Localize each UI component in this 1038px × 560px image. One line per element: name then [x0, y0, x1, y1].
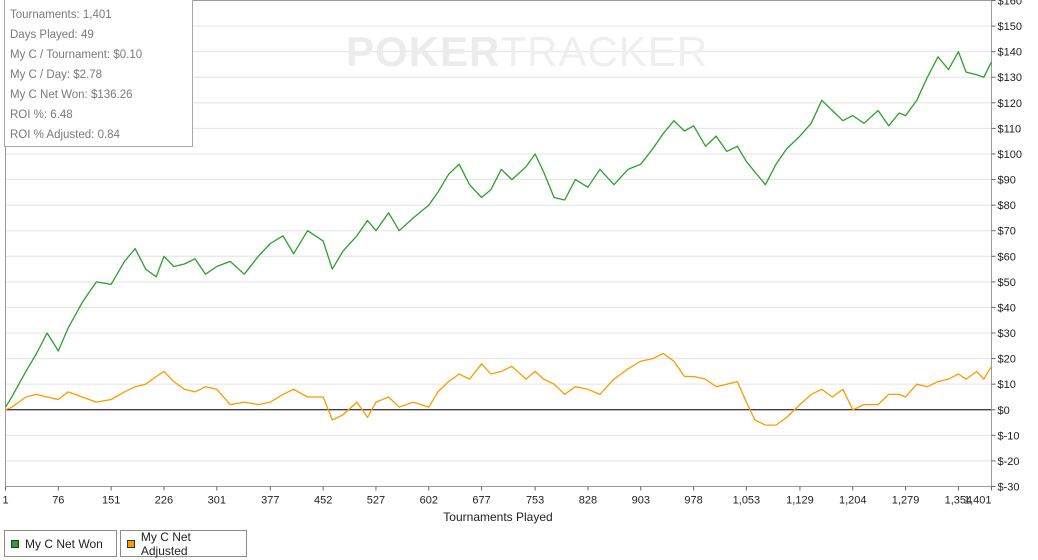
x-tick-label: 1,401	[964, 495, 992, 507]
stat-roi: ROI %: 6.48	[10, 109, 73, 121]
y-tick-label: $-30	[998, 482, 1020, 494]
y-tick-label: $100	[998, 149, 1022, 161]
y-tick-label: $80	[998, 200, 1016, 212]
stat-days-played: Days Played: 49	[10, 29, 94, 41]
legend-label: My C Net Won	[25, 536, 103, 551]
x-tick-label: 527	[367, 495, 385, 507]
y-tick-label: $10	[998, 379, 1016, 391]
x-tick-label: 1,354	[945, 495, 973, 507]
x-axis-label: Tournaments Played	[443, 510, 552, 524]
x-tick-label: 226	[155, 495, 173, 507]
x-tick-label: 677	[472, 495, 490, 507]
x-tick-label: 377	[261, 495, 279, 507]
y-tick-label: $20	[998, 354, 1016, 366]
series-line-net-adjusted	[5, 352, 993, 426]
stats-summary-box: Tournaments: 1,401 Days Played: 49 My C …	[4, 0, 193, 147]
x-tick-label: 828	[579, 495, 597, 507]
x-tick-label: 151	[102, 495, 120, 507]
x-tick-label: 1	[2, 495, 8, 507]
stat-per-tournament: My C / Tournament: $0.10	[10, 49, 143, 61]
y-tick-label: $110	[998, 123, 1022, 135]
x-tick-label: 602	[420, 495, 438, 507]
legend-item-net-won[interactable]: My C Net Won	[4, 530, 117, 557]
x-tick-label: 1,053	[733, 495, 761, 507]
y-tick-label: $60	[998, 251, 1016, 263]
x-tick-label: 76	[52, 495, 64, 507]
y-tick-label: $50	[998, 277, 1016, 289]
stat-per-day: My C / Day: $2.78	[10, 69, 103, 81]
plot-area-border	[5, 0, 992, 487]
x-tick-label: 903	[632, 495, 650, 507]
series-lines	[4, 51, 993, 426]
legend-label: My C Net Adjusted	[140, 529, 191, 558]
y-tick-label: $30	[998, 328, 1016, 340]
y-tick-label: $-20	[998, 456, 1020, 468]
y-tick-label: $160	[998, 0, 1022, 8]
x-tick-label: 1,204	[839, 495, 867, 507]
legend-swatch-orange	[127, 539, 135, 548]
series-line-net-won	[4, 51, 993, 408]
legend-item-net-adjusted[interactable]: My C Net Adjusted	[120, 529, 247, 558]
y-tick-label: $140	[998, 47, 1022, 59]
x-tick-label: 978	[684, 495, 702, 507]
y-axis-ticks: $160 $150 $140 $130 $120 $110 $100 $90 $80 $70 $60…	[991, 0, 1022, 494]
y-tick-label: $-10	[998, 430, 1020, 442]
x-tick-label: 301	[208, 495, 226, 507]
y-tick-label: $150	[998, 21, 1022, 33]
x-tick-label: 753	[526, 495, 544, 507]
x-tick-label: 452	[314, 495, 332, 507]
y-tick-label: $120	[998, 98, 1022, 110]
y-tick-label: $40	[998, 302, 1016, 314]
x-tick-label: 1,129	[786, 495, 814, 507]
y-tick-label: $70	[998, 226, 1016, 238]
y-tick-label: $0	[998, 405, 1010, 417]
pokertracker-watermark-logo: POKERTRACKER	[346, 28, 709, 75]
x-tick-label: 1,279	[892, 495, 920, 507]
stat-tournaments: Tournaments: 1,401	[10, 9, 112, 21]
stat-net-won: My C Net Won: $136.26	[10, 89, 133, 101]
y-tick-label: $90	[998, 175, 1016, 187]
stat-roi-adjusted: ROI % Adjusted: 0.84	[10, 129, 120, 141]
y-tick-label: $130	[998, 72, 1022, 84]
legend-swatch-green	[11, 539, 19, 548]
x-axis-ticks: 1 76 151 226 301 377 452 527 602 677 753 828 903 978 1…	[2, 486, 992, 507]
